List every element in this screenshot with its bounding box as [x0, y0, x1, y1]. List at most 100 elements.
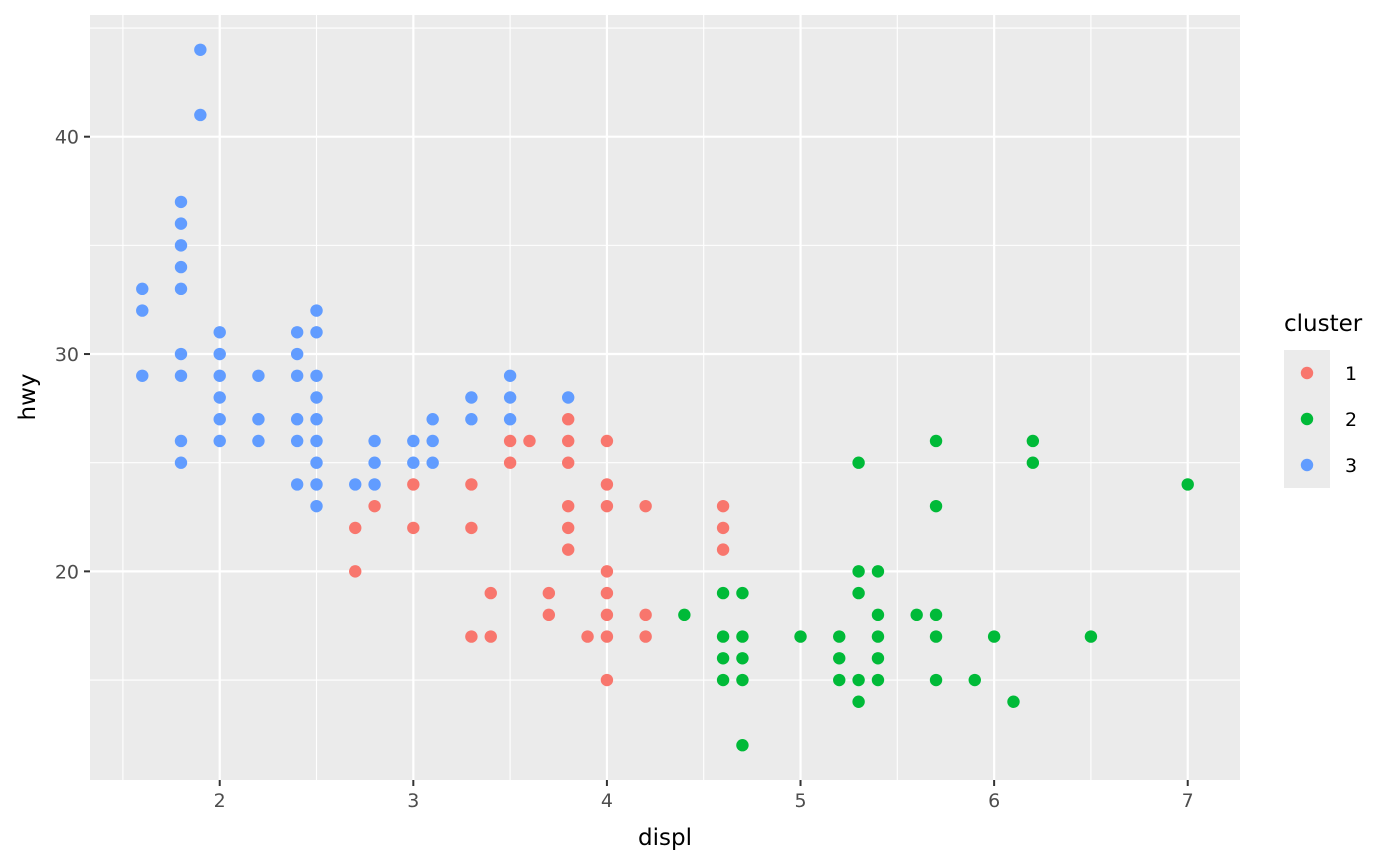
- data-point-cluster-3: [426, 456, 439, 469]
- data-point-cluster-1: [716, 521, 730, 535]
- legend-key-cluster-2: [1300, 412, 1314, 426]
- data-point-cluster-2: [794, 630, 807, 643]
- data-point-cluster-2: [871, 565, 885, 578]
- data-point-cluster-2: [736, 586, 749, 600]
- data-point-cluster-1: [716, 499, 730, 513]
- data-point-cluster-1: [503, 434, 517, 448]
- data-point-cluster-3: [290, 434, 304, 448]
- plot-panel: [90, 15, 1240, 780]
- data-point-cluster-2: [987, 630, 1001, 643]
- data-point-cluster-1: [407, 478, 420, 491]
- data-point-cluster-1: [561, 521, 575, 535]
- x-axis: 2 3 4 5 6 7: [214, 780, 1194, 812]
- data-point-cluster-1: [561, 413, 575, 426]
- legend-key-cluster-1: [1300, 366, 1314, 380]
- x-tick-label: 6: [988, 790, 1000, 812]
- data-point-cluster-1: [561, 499, 575, 513]
- data-point-cluster-1: [465, 478, 478, 491]
- data-point-cluster-2: [1084, 630, 1098, 643]
- y-axis: 20 30 40: [55, 127, 90, 583]
- data-point-cluster-3: [310, 434, 323, 448]
- y-axis-title: hwy: [15, 374, 41, 421]
- minor-grid: [90, 15, 1240, 780]
- data-point-cluster-2: [833, 652, 846, 665]
- y-tick-label: 20: [55, 561, 79, 583]
- data-point-cluster-2: [910, 608, 923, 622]
- data-point-cluster-2: [736, 630, 749, 643]
- data-point-cluster-3: [213, 413, 226, 426]
- data-point-cluster-3: [174, 434, 188, 448]
- data-point-cluster-3: [310, 369, 323, 382]
- data-point-cluster-2: [716, 630, 730, 643]
- data-point-cluster-2: [968, 673, 981, 687]
- data-point-cluster-2: [736, 739, 749, 752]
- data-point-cluster-1: [600, 630, 614, 643]
- data-point-cluster-3: [465, 413, 478, 426]
- data-point-cluster-1: [561, 543, 575, 556]
- data-point-cluster-3: [252, 434, 265, 448]
- data-point-cluster-3: [213, 326, 226, 339]
- data-point-cluster-3: [174, 195, 188, 209]
- data-point-cluster-3: [290, 347, 304, 361]
- data-point-cluster-3: [503, 391, 517, 404]
- data-point-cluster-2: [852, 586, 865, 600]
- data-point-cluster-2: [1026, 434, 1040, 448]
- data-point-cluster-3: [407, 456, 420, 469]
- legend-label-cluster-2: 2: [1345, 409, 1357, 431]
- data-point-cluster-1: [484, 630, 497, 643]
- data-point-cluster-1: [561, 434, 575, 448]
- legend-key-cluster-3: [1300, 458, 1314, 472]
- data-point-cluster-3: [368, 434, 381, 448]
- major-grid: [90, 15, 1240, 780]
- legend-title: cluster: [1284, 311, 1363, 337]
- data-point-cluster-1: [349, 521, 362, 535]
- legend-label-cluster-1: 1: [1345, 363, 1357, 385]
- data-point-cluster-1: [503, 456, 517, 469]
- data-point-cluster-3: [310, 456, 323, 469]
- data-point-cluster-2: [871, 652, 885, 665]
- x-tick-label: 5: [794, 790, 806, 812]
- data-point-cluster-1: [484, 586, 497, 600]
- data-point-cluster-3: [349, 478, 362, 491]
- data-point-cluster-2: [929, 499, 943, 513]
- data-point-cluster-1: [523, 434, 536, 448]
- data-point-cluster-3: [136, 304, 149, 317]
- data-point-cluster-2: [871, 673, 885, 687]
- data-point-cluster-3: [561, 391, 575, 404]
- data-point-cluster-2: [852, 456, 865, 469]
- data-point-cluster-3: [368, 478, 381, 491]
- x-tick-label: 4: [601, 790, 613, 812]
- data-point-cluster-2: [1007, 695, 1020, 708]
- data-point-cluster-3: [407, 434, 420, 448]
- data-point-cluster-3: [136, 369, 149, 382]
- data-point-cluster-1: [349, 565, 362, 578]
- data-point-cluster-3: [290, 413, 304, 426]
- data-point-cluster-3: [252, 413, 265, 426]
- data-point-cluster-1: [407, 521, 420, 535]
- data-point-cluster-1: [716, 543, 730, 556]
- data-point-cluster-3: [310, 499, 323, 513]
- y-tick-label: 30: [55, 344, 79, 366]
- legend-label-cluster-3: 3: [1345, 455, 1357, 477]
- data-point-cluster-1: [465, 630, 478, 643]
- data-point-cluster-3: [503, 413, 517, 426]
- data-point-cluster-2: [716, 673, 730, 687]
- data-point-cluster-2: [852, 673, 865, 687]
- data-point-cluster-3: [290, 326, 304, 339]
- data-point-cluster-3: [213, 391, 226, 404]
- data-point-cluster-3: [465, 391, 478, 404]
- data-point-cluster-1: [561, 456, 575, 469]
- data-point-cluster-3: [174, 282, 188, 296]
- data-point-cluster-2: [1181, 478, 1194, 491]
- y-tick-label: 40: [55, 127, 79, 149]
- data-point-cluster-1: [600, 608, 614, 622]
- data-point-cluster-1: [600, 586, 614, 600]
- data-point-cluster-2: [852, 565, 865, 578]
- data-point-cluster-2: [678, 608, 691, 622]
- data-point-cluster-1: [368, 499, 381, 513]
- data-point-cluster-3: [174, 369, 188, 382]
- data-point-cluster-2: [929, 673, 943, 687]
- data-point-cluster-2: [833, 630, 846, 643]
- data-point-cluster-3: [213, 434, 226, 448]
- data-point-cluster-1: [639, 630, 652, 643]
